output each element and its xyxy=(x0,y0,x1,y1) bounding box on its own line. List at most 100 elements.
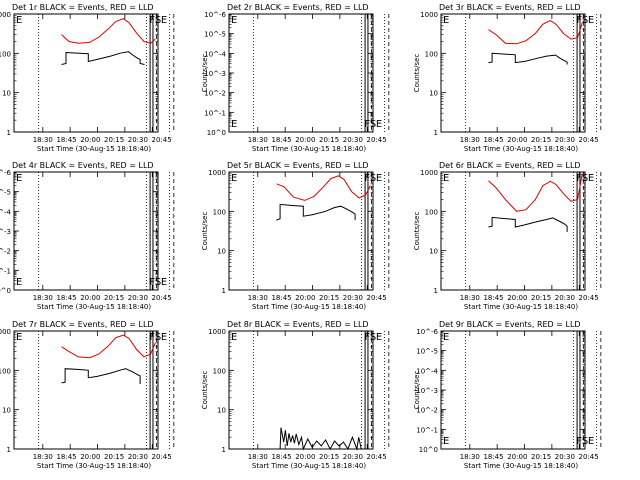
panel-det-6: Det 6r BLACK = Events, RED = LLD 1 10 100 10… xyxy=(413,161,602,311)
x-tick-label: 20:00 xyxy=(295,294,315,302)
y-tick-label: 10 xyxy=(217,407,226,415)
x-tick-label: 18:30 xyxy=(460,294,480,302)
corner-e-marker: E xyxy=(443,15,449,26)
y-tick-label: 10^-5 xyxy=(416,348,438,356)
corner-e-marker: E xyxy=(231,332,237,343)
x-tick-label: 18:45 xyxy=(56,453,76,461)
x-tick-label: 18:45 xyxy=(271,294,291,302)
x-axis-label: Start Time (30-Aug-15 18:18:40) xyxy=(252,462,366,470)
x-axis-label: Start Time (30-Aug-15 18:18:40) xyxy=(37,303,151,311)
series-lld xyxy=(488,20,583,45)
x-tick-label: 20:30 xyxy=(555,294,575,302)
x-tick-label: 20:00 xyxy=(295,136,315,144)
x-tick-label: 18:30 xyxy=(460,453,480,461)
y-tick-label: 1 xyxy=(7,129,11,137)
y-tick-label: 1000 xyxy=(420,11,438,19)
y-tick-label: 1 xyxy=(222,446,226,454)
y-tick-label: 100 xyxy=(213,208,226,216)
x-tick-label: 20:45 xyxy=(367,453,387,461)
x-tick-label: 18:30 xyxy=(33,294,53,302)
y-axis-label: Counts/sec xyxy=(201,371,209,410)
fs-marker: FS xyxy=(149,332,161,343)
fs-marker: FS xyxy=(576,436,588,447)
x-tick-label: 18:30 xyxy=(248,294,268,302)
e-marker: E xyxy=(161,277,167,288)
corner-e-marker: E xyxy=(443,332,449,343)
fs-marker: FS xyxy=(364,173,376,184)
y-axis-label: Counts/sec xyxy=(413,212,421,251)
x-tick-label: 20:30 xyxy=(128,294,148,302)
y-tick-label: 10^0 xyxy=(207,129,226,137)
y-tick-label: 1 xyxy=(222,287,226,295)
panel-title: Det 3r BLACK = Events, RED = LLD xyxy=(439,3,581,12)
x-axis-label: Start Time (30-Aug-15 18:18:40) xyxy=(252,145,366,153)
x-tick-label: 20:45 xyxy=(579,136,599,144)
panel-det-7: Det 7r BLACK = Events, RED = LLD 1 10 100 10… xyxy=(0,320,175,470)
e-marker: E xyxy=(588,436,594,447)
panel-det-9: Det 9r BLACK = Events, RED = LLD 10^0 10^-… xyxy=(413,320,602,470)
series-events xyxy=(276,203,356,221)
y-tick-label: 10^-1 xyxy=(416,426,438,434)
e-marker: E xyxy=(588,15,594,26)
corner-e-marker: E xyxy=(16,15,22,26)
x-tick-label: 20:45 xyxy=(367,294,387,302)
x-tick-label: 18:45 xyxy=(483,294,503,302)
y-tick-label: 10^-1 xyxy=(0,267,11,275)
panel-det-1: Det 1r BLACK = Events, RED = LLD 1 10 100 10… xyxy=(0,3,175,153)
panel-title: Det 2r BLACK = Events, RED = LLD xyxy=(227,3,369,12)
panel-det-5: Det 5r BLACK = Events, RED = LLD 1 10 100 10… xyxy=(201,161,390,311)
y-tick-label: 100 xyxy=(0,367,11,375)
x-axis-label: Start Time (30-Aug-15 18:18:40) xyxy=(37,462,151,470)
y-axis-label: Counts/sec xyxy=(413,371,421,410)
x-tick-label: 20:15 xyxy=(104,136,124,144)
panel-title: Det 5r BLACK = Events, RED = LLD xyxy=(227,161,369,170)
x-tick-label: 20:30 xyxy=(128,453,148,461)
x-tick-label: 20:00 xyxy=(80,136,100,144)
series-lld xyxy=(61,18,156,44)
y-tick-label: 100 xyxy=(213,367,226,375)
bottom-e-marker: E xyxy=(231,119,237,130)
x-tick-label: 20:30 xyxy=(128,136,148,144)
x-tick-label: 18:30 xyxy=(33,453,53,461)
y-tick-label: 1 xyxy=(434,287,438,295)
fs-marker: FS xyxy=(364,332,376,343)
y-tick-label: 1 xyxy=(7,446,11,454)
y-tick-label: 1000 xyxy=(420,169,438,177)
e-marker: E xyxy=(376,173,382,184)
y-tick-label: 10^-4 xyxy=(416,367,438,375)
e-marker: E xyxy=(161,15,167,26)
series-events xyxy=(488,216,568,232)
x-tick-label: 20:45 xyxy=(152,453,172,461)
plot-frame xyxy=(13,13,159,133)
e-marker: E xyxy=(376,332,382,343)
y-tick-label: 10^-5 xyxy=(204,31,226,39)
x-tick-label: 20:45 xyxy=(579,294,599,302)
x-tick-label: 18:45 xyxy=(56,136,76,144)
y-tick-label: 1 xyxy=(434,129,438,137)
x-tick-label: 18:45 xyxy=(271,136,291,144)
corner-e-marker: E xyxy=(231,15,237,26)
corner-e-marker: E xyxy=(16,173,22,184)
x-tick-label: 18:45 xyxy=(56,294,76,302)
panel-det-4: Det 4r BLACK = Events, RED = LLD 10^0 10^-… xyxy=(0,161,175,311)
e-marker: E xyxy=(588,173,594,184)
x-axis-label: Start Time (30-Aug-15 18:18:40) xyxy=(464,145,578,153)
y-tick-label: 10 xyxy=(429,90,438,98)
y-tick-label: 10 xyxy=(217,248,226,256)
e-marker: E xyxy=(161,332,167,343)
x-axis-label: Start Time (30-Aug-15 18:18:40) xyxy=(464,462,578,470)
x-tick-label: 20:45 xyxy=(152,136,172,144)
plot-frame xyxy=(440,171,586,291)
panel-title: Det 1r BLACK = Events, RED = LLD xyxy=(12,3,154,12)
y-tick-label: 10^-6 xyxy=(416,328,438,336)
series-lld xyxy=(488,173,583,212)
fs-marker: FS xyxy=(149,15,161,26)
panel-det-8: Det 8r BLACK = Events, RED = LLD 1 10 100 10… xyxy=(201,320,390,470)
plot-frame xyxy=(228,13,374,133)
fs-marker: FS xyxy=(149,277,161,288)
corner-e-marker: E xyxy=(231,173,237,184)
y-tick-label: 10^-3 xyxy=(0,228,11,236)
panel-det-2: Det 2r BLACK = Events, RED = LLD 10^0 10^-… xyxy=(201,3,390,153)
x-axis-label: Start Time (30-Aug-15 18:18:40) xyxy=(464,303,578,311)
